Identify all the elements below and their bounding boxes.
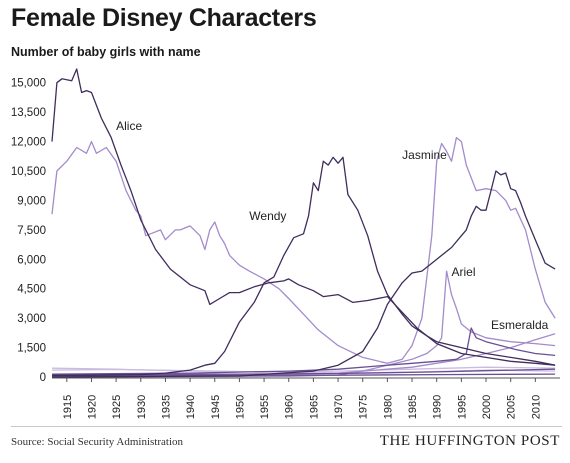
- y-tick-label: 4,500: [17, 284, 46, 296]
- publisher-logo: THE HUFFINGTON POST: [379, 433, 560, 449]
- series-line-wendy: [51, 156, 556, 377]
- x-tick-label: 1970: [333, 395, 345, 419]
- x-tick-label: 1940: [185, 395, 197, 419]
- x-tick-label: 1925: [111, 395, 123, 419]
- series-line-alice: [51, 68, 556, 366]
- line-chart: 0 1,500 3,000 4,500 6,000 7,500 9,000 10,500 12,…: [11, 68, 560, 419]
- x-tick-label: 1965: [308, 395, 320, 419]
- y-tick-label: 3,000: [17, 313, 46, 325]
- y-tick-label: 15,000: [11, 78, 46, 90]
- series-label-wendy: Wendy: [249, 209, 286, 223]
- x-tick-label: 1990: [432, 395, 444, 419]
- series-line-jasmine: [51, 170, 556, 378]
- chart-subtitle: Number of baby girls with name: [11, 45, 201, 59]
- x-tick-label: 1960: [284, 395, 296, 419]
- x-tick-label: 2000: [481, 395, 493, 419]
- x-tick-label: 1935: [160, 395, 172, 419]
- footer: Source: Social Security Administration T…: [0, 424, 570, 463]
- x-tick-label: 1995: [456, 395, 468, 419]
- y-tick-label: 6,000: [17, 254, 46, 266]
- chart-title: Female Disney Characters: [11, 4, 317, 32]
- y-tick-label: 12,000: [11, 137, 46, 149]
- y-tick-label: 13,500: [11, 107, 46, 119]
- y-tick-label: 10,500: [11, 166, 46, 178]
- footer-divider: [11, 426, 562, 427]
- y-tick-label: 0: [40, 372, 46, 384]
- y-tick-label: 7,500: [17, 225, 46, 237]
- x-tick-label: 2010: [530, 395, 542, 419]
- x-tick-label: 1980: [382, 395, 394, 419]
- series-label-alice: Alice: [116, 119, 142, 133]
- x-tick-label: 2005: [506, 395, 518, 419]
- y-tick-label: 1,500: [17, 343, 46, 355]
- x-tick-label: 1955: [259, 395, 271, 419]
- x-tick-label: 1950: [234, 395, 246, 419]
- series-label-ariel: Ariel: [451, 265, 475, 279]
- series-line: [51, 136, 556, 364]
- series-label-esmeralda: Esmeralda: [491, 318, 549, 332]
- y-tick-label: 9,000: [17, 195, 46, 207]
- x-tick-label: 1975: [358, 395, 370, 419]
- series-label-jasmine: Jasmine: [402, 148, 447, 162]
- x-tick-label: 1920: [86, 395, 98, 419]
- x-tick-label: 1945: [210, 395, 222, 419]
- series-line: [51, 373, 556, 377]
- series-line-esmeralda: [51, 327, 556, 375]
- x-tick-label: 1930: [136, 395, 148, 419]
- x-tick-label: 1915: [62, 395, 74, 419]
- x-tick-label: 1985: [407, 395, 419, 419]
- source-note: Source: Social Security Administration: [11, 436, 184, 448]
